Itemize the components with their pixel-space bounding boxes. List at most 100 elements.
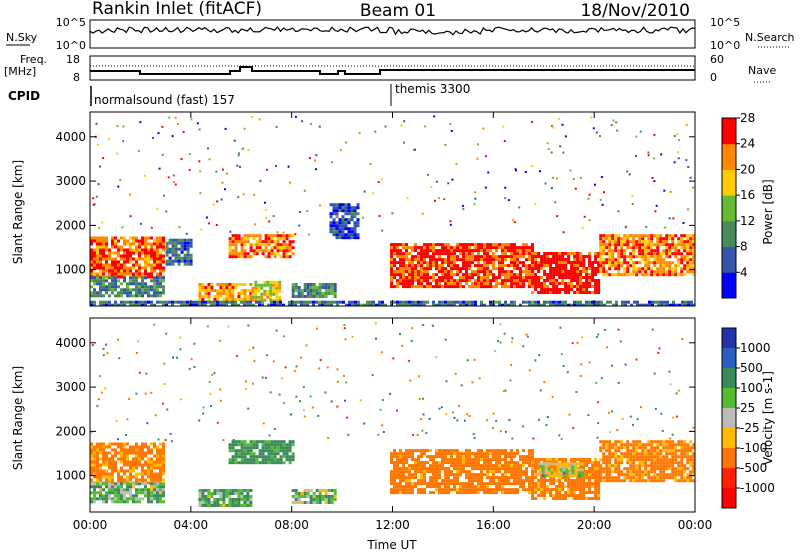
data-cell [665,246,669,250]
data-cell [129,257,132,261]
data-cell [579,482,583,485]
data-cell [588,285,592,288]
data-cell [558,267,562,270]
data-cell [686,473,690,477]
data-cell [423,255,426,259]
data-cell [550,187,553,190]
data-cell [453,252,456,256]
data-cell [489,258,492,262]
data-cell [435,273,438,277]
data-cell [450,488,453,492]
data-cell [153,466,156,470]
data-cell [132,500,135,504]
data-cell [510,255,513,259]
data-cell [671,270,675,274]
data-cell [465,273,468,277]
data-cell [444,246,447,250]
data-cell [453,488,456,492]
data-cell [114,260,117,264]
data-cell [126,454,129,458]
data-cell [576,261,580,264]
data-cell [599,476,603,480]
data-cell [303,295,307,298]
data-cell [390,258,393,262]
data-cell [501,249,504,253]
data-cell [252,443,256,447]
data-cell [552,270,556,273]
data-cell [411,458,414,462]
data-cell [179,336,182,339]
data-cell [147,285,150,289]
data-cell [111,285,114,289]
data-cell [171,253,175,257]
data-cell [437,197,440,200]
data-cell [156,282,159,286]
data-cell [270,452,274,456]
data-cell [273,234,277,238]
data-cell [231,449,235,453]
data-cell [638,249,642,253]
data-cell [559,326,562,329]
data-cell [665,455,669,459]
data-cell [504,452,507,456]
data-cell [504,282,507,286]
data-cell [144,269,147,273]
freq-trace [90,66,695,75]
data-cell [243,234,247,238]
data-cell [456,476,459,480]
data-cell [310,122,313,125]
data-cell [608,479,612,483]
data-cell [429,246,432,250]
data-cell [96,445,99,449]
data-cell [540,291,544,294]
data-cell [276,240,280,244]
data-cell [138,272,141,276]
data-cell [659,449,663,453]
data-cell [417,246,420,250]
data-cell [390,452,393,456]
data-cell [329,224,333,228]
data-cell [681,300,684,304]
data-cell [638,458,642,462]
data-cell [474,476,477,480]
data-cell [662,273,666,277]
data-cell [204,501,208,504]
data-cell [573,485,577,488]
data-cell [522,276,525,280]
data-cell [647,154,650,157]
data-cell [564,267,568,270]
data-cell [309,292,313,295]
data-cell [219,303,222,306]
data-cell [312,283,316,286]
data-cell [595,381,598,384]
data-cell [641,246,645,250]
data-cell [180,158,183,161]
data-cell [693,303,695,306]
data-cell [327,489,331,492]
data-cell [105,472,108,476]
data-cell [393,482,396,486]
data-cell [474,461,477,465]
data-cell [252,252,256,256]
data-cell [447,182,450,185]
data-cell [559,468,563,472]
data-cell [246,237,250,241]
data-cell [558,497,562,500]
data-cell [522,461,525,465]
data-cell [225,289,229,292]
data-cell [602,467,606,471]
data-cell [122,125,125,128]
data-cell [90,300,93,304]
data-cell [291,240,295,244]
data-cell [354,303,357,306]
data-cell [228,289,232,292]
date-title: 18/Nov/2010 [580,1,690,21]
data-cell [309,501,313,504]
data-cell [477,485,480,489]
data-cell [97,143,99,146]
data-cell [582,485,586,488]
data-cell [567,303,570,306]
data-cell [417,467,420,471]
data-cell [291,501,295,504]
data-cell [519,276,522,280]
